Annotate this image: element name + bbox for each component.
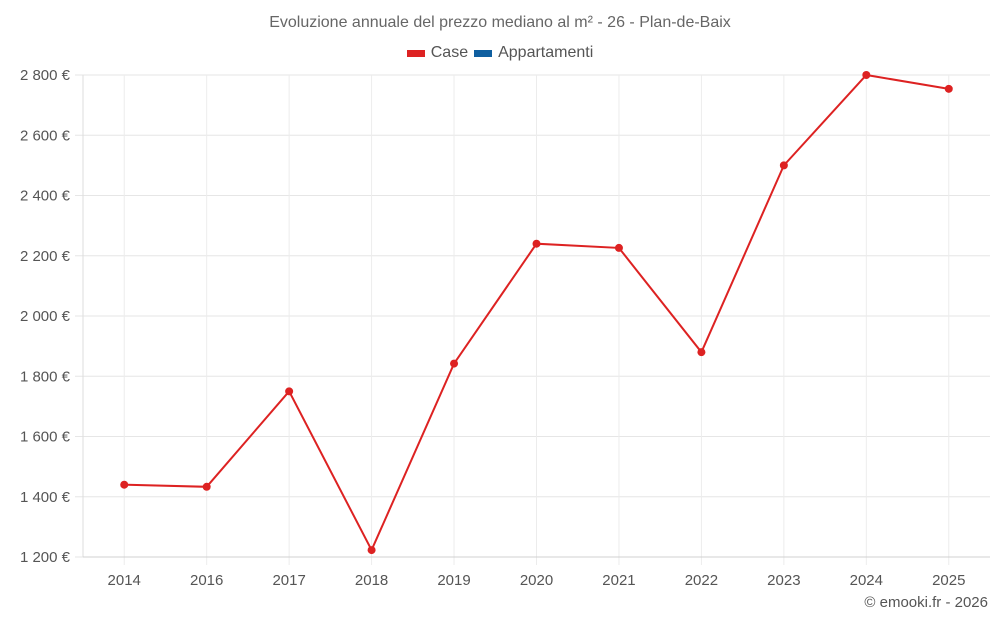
data-point[interactable] (862, 71, 871, 79)
x-tick-label: 2016 (190, 572, 223, 589)
x-tick-label: 2023 (767, 572, 800, 589)
y-tick-label: 1 200 € (20, 549, 71, 566)
chart-title: Evoluzione annuale del prezzo mediano al… (269, 14, 731, 31)
data-point[interactable] (944, 84, 953, 93)
y-tick-label: 1 800 € (20, 368, 71, 385)
x-tick-label: 2020 (520, 572, 553, 589)
x-tick-label: 2021 (602, 572, 635, 589)
legend-swatch-case (406, 49, 425, 57)
y-tick-label: 1 400 € (20, 489, 71, 506)
data-point[interactable] (614, 243, 623, 252)
chart-legend: Case Appartamenti (0, 44, 1000, 62)
legend-label-appartamenti: Appartamenti (498, 44, 594, 61)
y-tick-label: 2 800 € (20, 67, 71, 84)
legend-label-case: Case (430, 44, 469, 61)
x-tick-label: 2019 (437, 572, 470, 589)
data-point[interactable] (450, 359, 459, 368)
x-tick-label: 2017 (272, 572, 305, 589)
data-point[interactable] (779, 161, 788, 170)
data-point[interactable] (532, 239, 541, 248)
y-tick-label: 2 400 € (20, 188, 71, 205)
data-point[interactable] (285, 387, 294, 396)
x-tick-label: 2022 (685, 572, 718, 589)
legend-swatch-appartamenti (474, 49, 493, 57)
data-point[interactable] (202, 482, 211, 491)
y-tick-label: 1 600 € (20, 429, 71, 446)
credit-text: © emooki.fr - 2026 (864, 594, 988, 611)
legend-item-case[interactable]: Case (406, 44, 469, 62)
x-tick-label: 2018 (355, 572, 388, 589)
y-tick-label: 2 200 € (20, 248, 71, 265)
x-tick-label: 2024 (850, 572, 883, 589)
data-point[interactable] (697, 348, 706, 357)
x-tick-label: 2014 (108, 572, 141, 589)
legend-item-appartamenti[interactable]: Appartamenti (474, 44, 593, 62)
x-tick-label: 2025 (932, 572, 965, 589)
y-tick-label: 2 600 € (20, 127, 71, 144)
data-point[interactable] (367, 546, 376, 555)
data-point[interactable] (120, 480, 129, 489)
y-tick-label: 2 000 € (20, 308, 71, 325)
